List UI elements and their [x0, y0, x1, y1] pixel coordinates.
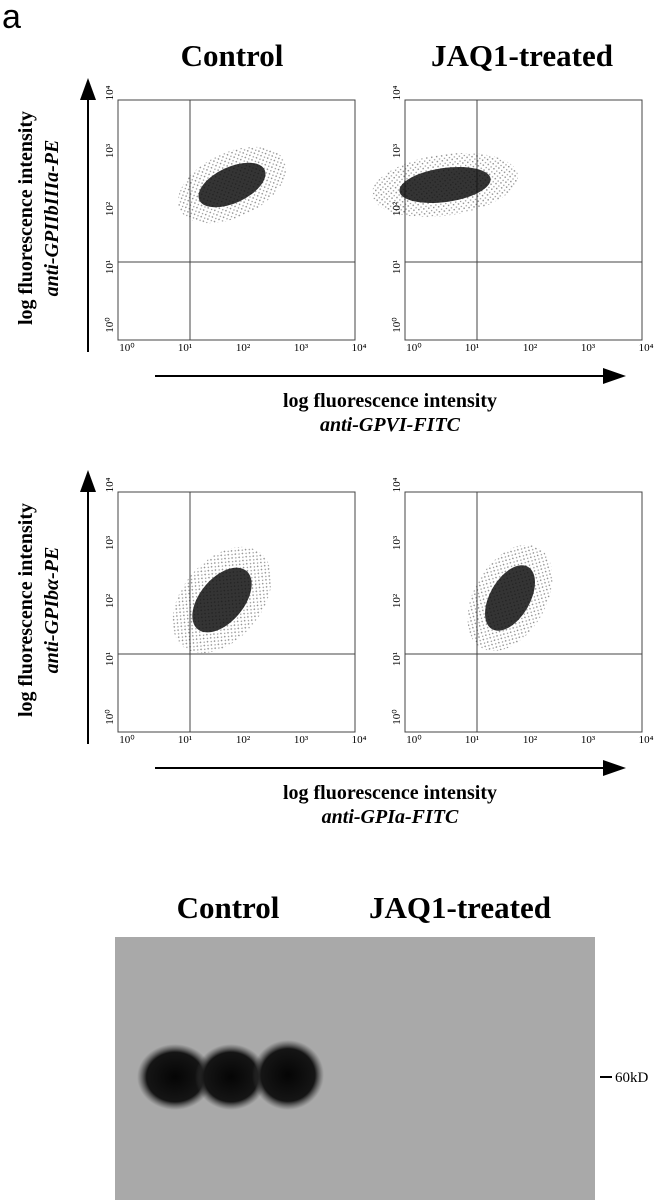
y-tick-label: 10¹ [391, 260, 403, 274]
y-axis-label: log fluorescence intensity [15, 111, 37, 325]
y-tick-label: 10⁰ [104, 317, 116, 333]
y-tick-label: 10¹ [104, 652, 116, 666]
x-tick-label: 10² [523, 342, 538, 354]
x-tick-label: 10⁴ [352, 734, 367, 746]
size-marker: 60kD [615, 1070, 649, 1086]
x-axis-label: log fluorescence intensity [283, 390, 497, 412]
x-tick-label: 10² [236, 734, 251, 746]
x-tick-label: 10³ [294, 342, 309, 354]
y-tick-label: 10² [104, 201, 116, 216]
y-tick-label: 10² [391, 593, 403, 608]
arrow-head [603, 760, 626, 776]
band [252, 1040, 324, 1110]
y-tick-label: 10⁰ [391, 709, 403, 725]
lane-group: Control [177, 890, 280, 925]
y-tick-label: 10² [104, 593, 116, 608]
y-marker: anti-GPIbα-PE [41, 547, 63, 674]
x-tick-label: 10⁰ [406, 734, 422, 746]
x-tick-label: 10⁰ [119, 342, 135, 354]
x-tick-label: 10⁴ [639, 342, 654, 354]
x-marker: anti-GPVI-FITC [320, 414, 461, 436]
arrow-head [80, 470, 96, 492]
x-tick-label: 10¹ [465, 342, 479, 354]
x-tick-label: 10⁴ [639, 734, 654, 746]
x-axis-label: log fluorescence intensity [283, 782, 497, 804]
arrow-head [80, 78, 96, 100]
x-marker: anti-GPIa-FITC [322, 806, 459, 828]
dot-cloud [485, 565, 535, 631]
x-tick-label: 10² [523, 734, 538, 746]
dot-cloud [192, 567, 252, 633]
y-marker: anti-GPIIbIIIa-PE [41, 140, 63, 297]
y-tick-label: 10¹ [391, 652, 403, 666]
plot-frame [117, 491, 356, 733]
x-tick-label: 10¹ [465, 734, 479, 746]
dot-cloud [198, 162, 266, 208]
x-tick-label: 10⁰ [406, 342, 422, 354]
x-tick-label: 10⁰ [119, 734, 135, 746]
band [137, 1044, 213, 1110]
western-blot: Control JAQ1-treated 60kD [115, 890, 649, 1200]
y-tick-label: 10³ [104, 143, 116, 158]
y-tick-label: 10³ [391, 143, 403, 158]
arrow-head [603, 368, 626, 384]
y-tick-label: 10⁴ [391, 85, 403, 100]
y-tick-label: 10⁴ [391, 477, 403, 492]
plot-frame [404, 99, 643, 341]
y-tick-label: 10⁴ [104, 477, 116, 492]
lane-group: JAQ1-treated [369, 890, 551, 925]
band [195, 1044, 267, 1110]
y-tick-label: 10⁰ [104, 709, 116, 725]
y-axis-label: log fluorescence intensity [15, 503, 37, 717]
panel-title: Control [181, 38, 284, 73]
y-tick-label: 10³ [104, 535, 116, 550]
plot-frame [117, 99, 356, 341]
x-tick-label: 10³ [294, 734, 309, 746]
flow-cytometry: Control JAQ1-treated log fluorescence inte… [15, 38, 654, 828]
y-tick-label: 10³ [391, 535, 403, 550]
y-tick-label: 10¹ [104, 260, 116, 274]
x-tick-label: 10⁴ [352, 342, 367, 354]
dot-cloud [399, 166, 491, 204]
x-tick-label: 10² [236, 342, 251, 354]
plot-frame [404, 491, 643, 733]
x-tick-label: 10¹ [178, 342, 192, 354]
x-tick-label: 10³ [581, 734, 596, 746]
y-tick-label: 10⁰ [391, 317, 403, 333]
y-tick-label: 10⁴ [104, 85, 116, 100]
figure-label: a [2, 0, 21, 36]
x-tick-label: 10³ [581, 342, 596, 354]
panel-title: JAQ1-treated [431, 38, 613, 73]
x-tick-label: 10¹ [178, 734, 192, 746]
